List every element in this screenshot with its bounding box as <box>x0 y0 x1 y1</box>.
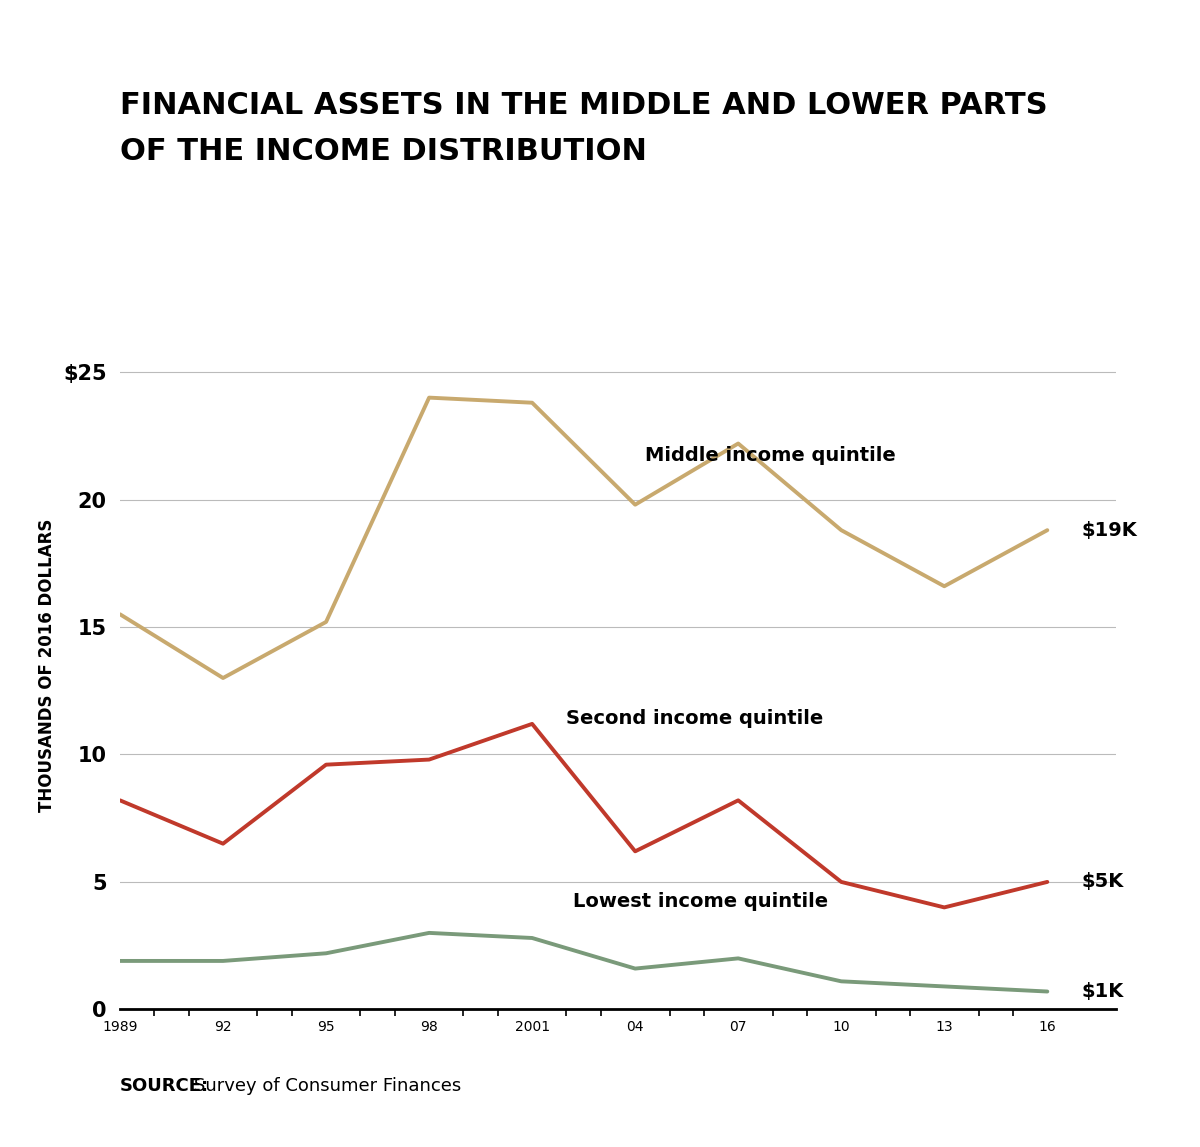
Y-axis label: THOUSANDS OF 2016 DOLLARS: THOUSANDS OF 2016 DOLLARS <box>37 518 55 812</box>
Text: SOURCE:: SOURCE: <box>120 1077 209 1095</box>
Text: Lowest income quintile: Lowest income quintile <box>574 892 828 912</box>
Text: Second income quintile: Second income quintile <box>566 709 823 728</box>
Text: $19K: $19K <box>1081 521 1138 540</box>
Text: Middle income quintile: Middle income quintile <box>646 446 896 466</box>
Text: $5K: $5K <box>1081 873 1124 891</box>
Text: $1K: $1K <box>1081 982 1124 1001</box>
Text: FINANCIAL ASSETS IN THE MIDDLE AND LOWER PARTS: FINANCIAL ASSETS IN THE MIDDLE AND LOWER… <box>120 92 1048 120</box>
Text: OF THE INCOME DISTRIBUTION: OF THE INCOME DISTRIBUTION <box>120 138 647 166</box>
Text: Survey of Consumer Finances: Survey of Consumer Finances <box>194 1077 462 1095</box>
